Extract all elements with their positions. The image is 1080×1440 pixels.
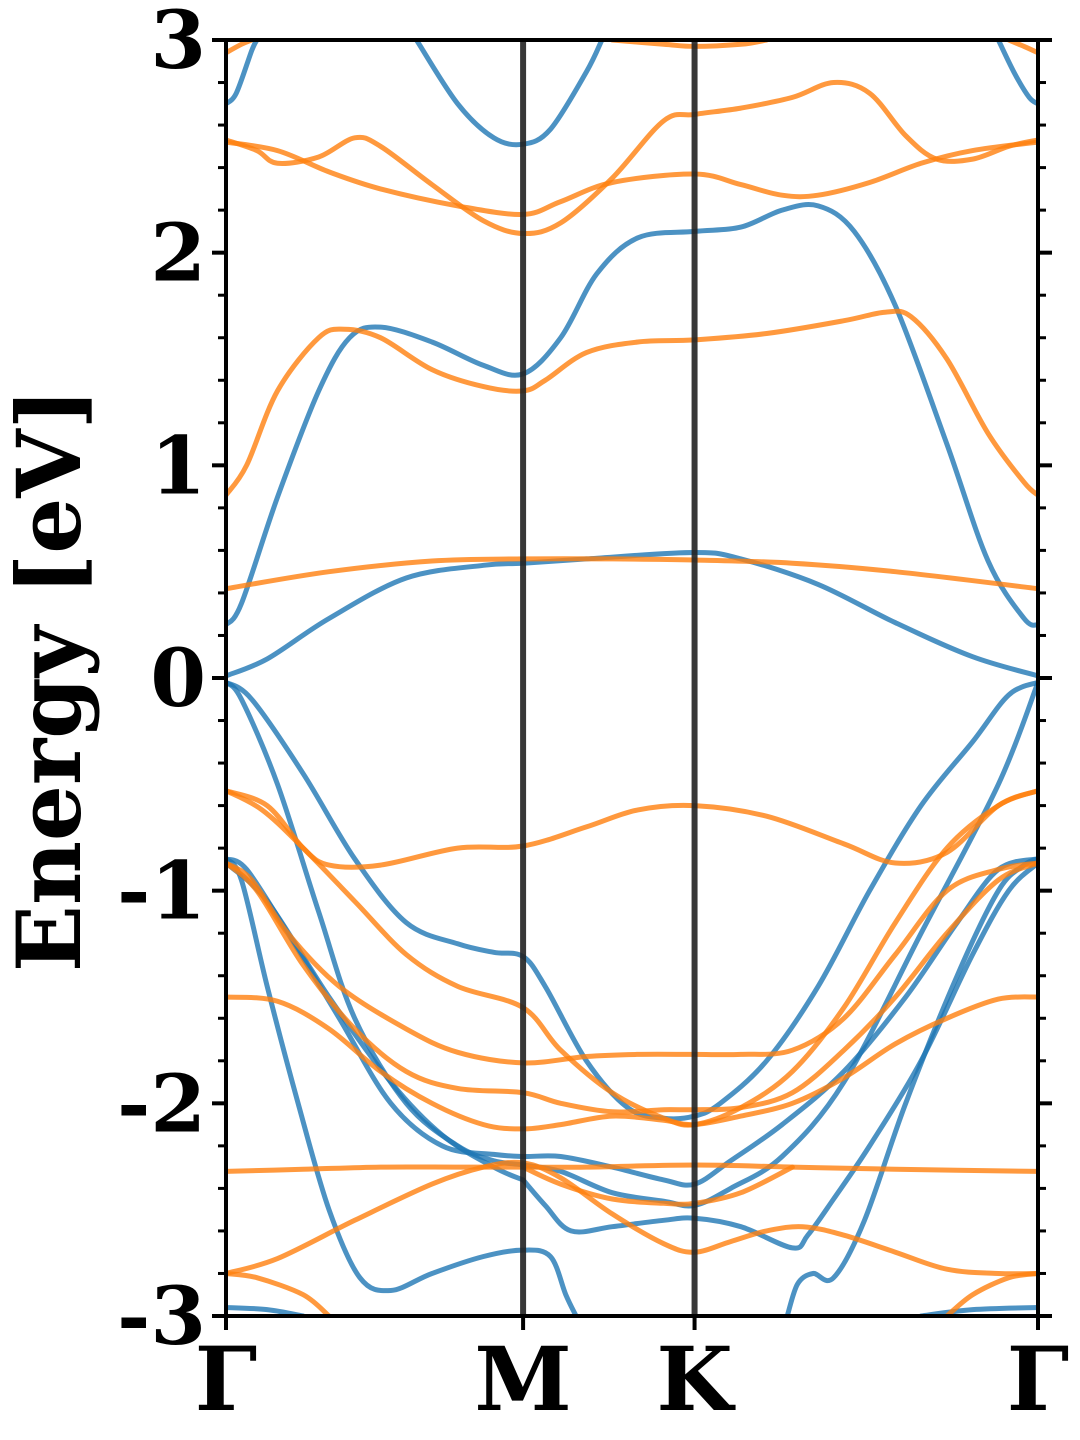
y-axis-title: Energy [eV] <box>0 388 101 972</box>
x-tick-label: M <box>474 1327 571 1431</box>
band-line-spin-up <box>226 679 1038 1209</box>
x-tick-label: K <box>656 1327 736 1431</box>
band-line-spin-down <box>226 139 1038 217</box>
y-tick-label: -3 <box>117 1269 206 1363</box>
band-line-spin-up <box>520 860 1038 1251</box>
y-tick-label: 0 <box>150 631 206 725</box>
band-line-spin-down <box>944 1271 1038 1316</box>
band-line-spin-down <box>226 1159 1038 1277</box>
y-tick-label: 3 <box>150 0 206 87</box>
band-line-spin-up <box>784 856 1038 1316</box>
high-symmetry-lines <box>520 40 698 1316</box>
y-tick-label: -2 <box>117 1056 206 1150</box>
y-tick-label: 2 <box>150 206 206 300</box>
y-tick-label: 1 <box>150 418 206 512</box>
band-line-spin-up <box>226 40 260 107</box>
band-line-spin-down <box>226 556 1038 592</box>
band-line-spin-up <box>226 856 579 1316</box>
band-lines <box>226 40 1038 1316</box>
band-line-spin-down <box>226 79 1038 237</box>
x-tick-label: Γ <box>1007 1327 1069 1431</box>
band-line-spin-down <box>226 308 1038 498</box>
x-tick-label: Γ <box>195 1327 257 1431</box>
band-line-spin-down <box>226 860 1038 1115</box>
band-line-spin-down <box>226 1162 1038 1174</box>
band-line-spin-down <box>226 994 1038 1132</box>
band-line-spin-down <box>226 1271 332 1316</box>
band-line-spin-down <box>226 860 1038 1066</box>
band-line-spin-down <box>520 1164 795 1207</box>
y-axis-ticks: -3 -2 -1 0 1 2 3 <box>117 0 1052 1363</box>
band-line-spin-up <box>995 40 1038 107</box>
y-tick-label: -1 <box>117 844 206 938</box>
band-line-spin-up <box>226 202 1038 628</box>
